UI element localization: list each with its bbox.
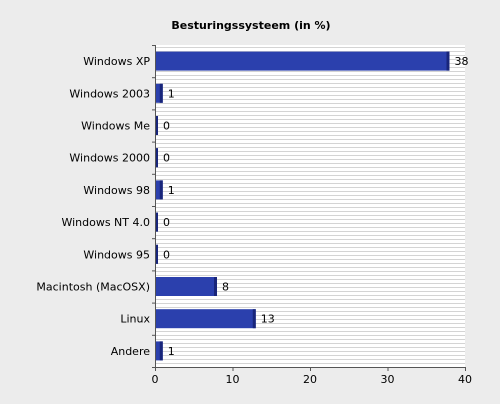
category-label: Windows NT 4.0 bbox=[61, 216, 150, 229]
plot-area: Windows XP 38 Windows 2003 1 Windows Me 0 Wind… bbox=[36, 45, 472, 386]
data-label: 0 bbox=[163, 120, 170, 133]
bar bbox=[155, 309, 256, 329]
bar-shadow-edge bbox=[155, 148, 158, 168]
bar-group bbox=[155, 341, 163, 361]
bar-shadow-edge bbox=[214, 277, 217, 296]
category-label: Andere bbox=[111, 345, 151, 358]
data-label: 0 bbox=[163, 216, 170, 229]
bar-shadow-edge bbox=[155, 244, 158, 264]
bar-group bbox=[155, 148, 158, 168]
data-label: 38 bbox=[455, 55, 469, 68]
data-label: 13 bbox=[261, 313, 275, 326]
data-label: 0 bbox=[163, 152, 170, 165]
bar-shadow-edge bbox=[159, 180, 163, 200]
category-label: Linux bbox=[120, 313, 150, 326]
data-label: 1 bbox=[168, 345, 175, 358]
data-label: 1 bbox=[168, 87, 175, 100]
data-label: 0 bbox=[163, 248, 170, 261]
bar bbox=[155, 277, 217, 296]
data-label: 8 bbox=[222, 281, 229, 294]
bar bbox=[155, 51, 450, 71]
chart-title: Besturingssysteem (in %) bbox=[171, 19, 330, 32]
category-label: Windows 95 bbox=[83, 248, 150, 261]
category-label: Windows 98 bbox=[83, 184, 150, 197]
bar-shadow-edge bbox=[446, 51, 450, 71]
category-label: Macintosh (MacOSX) bbox=[36, 281, 150, 294]
bar-shadow-edge bbox=[252, 309, 256, 329]
category-label: Windows 2003 bbox=[69, 87, 150, 100]
x-tick-label: 30 bbox=[381, 373, 395, 386]
bar bbox=[155, 341, 163, 361]
bar-group bbox=[155, 212, 158, 232]
category-label: Windows 2000 bbox=[69, 152, 150, 165]
bar-group bbox=[155, 83, 163, 103]
bar-shadow-edge bbox=[155, 212, 158, 232]
category-label: Windows Me bbox=[81, 120, 150, 133]
category-label: Windows XP bbox=[83, 55, 150, 68]
x-tick-label: 20 bbox=[303, 373, 317, 386]
bar-shadow-edge bbox=[159, 83, 163, 103]
bar bbox=[155, 83, 163, 103]
bar-group bbox=[155, 277, 217, 296]
bar-group bbox=[155, 244, 158, 264]
x-tick-label: 10 bbox=[226, 373, 240, 386]
x-tick-label: 0 bbox=[152, 373, 159, 386]
bar-group bbox=[155, 309, 256, 329]
bar-group bbox=[155, 180, 163, 200]
bar-shadow-edge bbox=[155, 116, 158, 135]
x-tick-label: 40 bbox=[458, 373, 472, 386]
bar-group bbox=[155, 51, 450, 71]
data-label: 1 bbox=[168, 184, 175, 197]
bar-group bbox=[155, 116, 158, 135]
bar bbox=[155, 180, 163, 200]
bar-shadow-edge bbox=[159, 341, 163, 361]
